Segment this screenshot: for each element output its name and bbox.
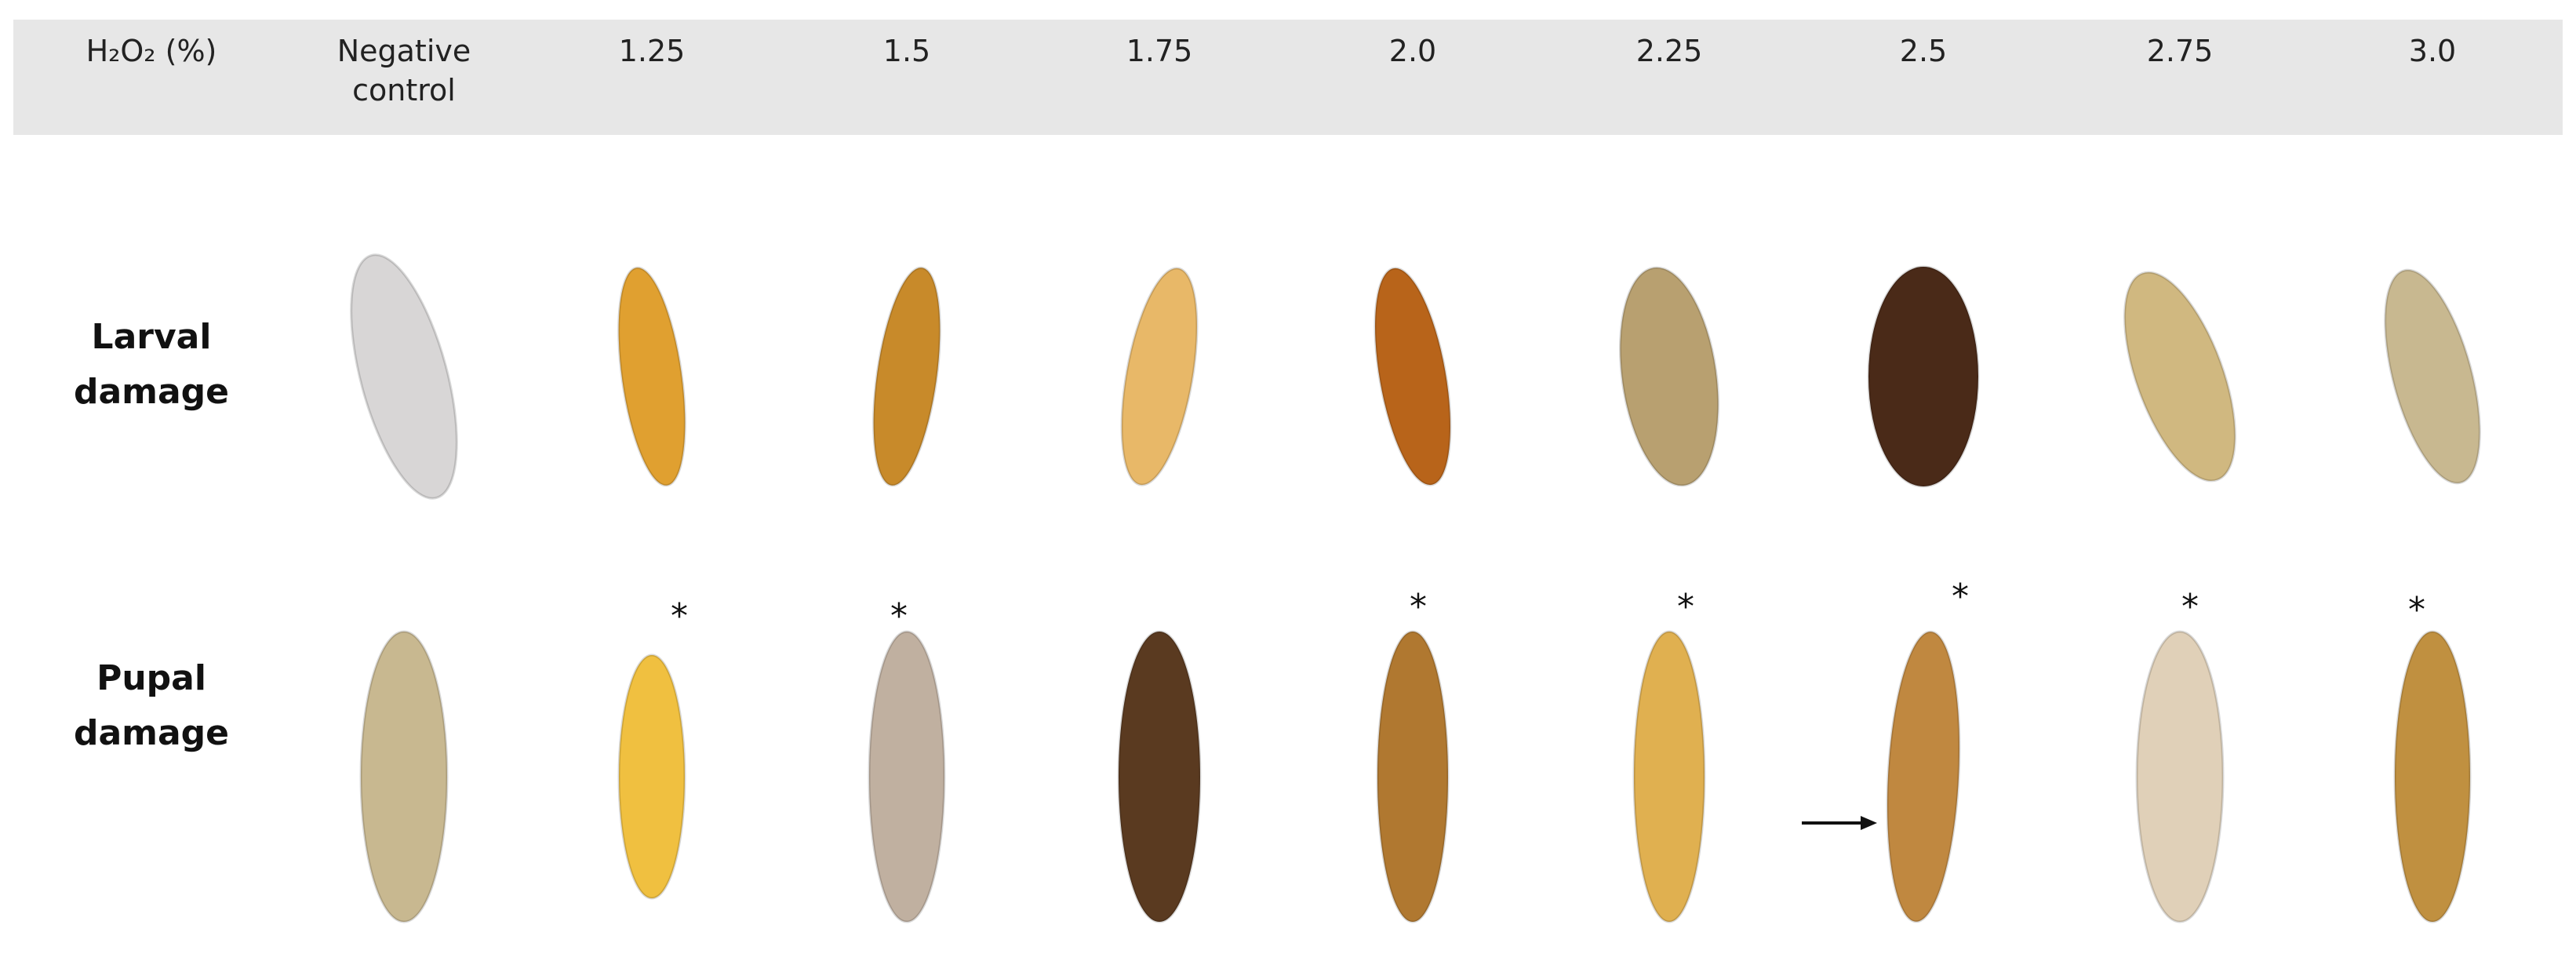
- larva: [350, 253, 458, 500]
- column-label: Negative control: [337, 34, 471, 107]
- asterisk: *: [2408, 590, 2425, 630]
- larva: [1618, 266, 1720, 487]
- pupa: [359, 630, 449, 923]
- pupa: [1376, 630, 1450, 923]
- larva: [2384, 268, 2481, 485]
- asterisk: *: [890, 596, 908, 636]
- header-band: [13, 20, 2563, 135]
- larva: [872, 266, 941, 487]
- pupa: [1886, 630, 1961, 923]
- column-label: 2.75: [2146, 34, 2214, 68]
- column-label: 2.0: [1388, 34, 1437, 68]
- asterisk: *: [1410, 587, 1427, 627]
- pupa: [617, 654, 686, 900]
- larva: [1120, 267, 1199, 486]
- asterisk: *: [2181, 587, 2199, 627]
- header-row-label: H₂O₂ (%): [86, 34, 217, 68]
- asterisk: *: [671, 596, 688, 636]
- column-label: 3.0: [2408, 34, 2457, 68]
- asterisk: *: [1677, 587, 1694, 627]
- row-label: Larval damage: [73, 317, 230, 412]
- larva: [1374, 267, 1452, 486]
- pupa: [2135, 630, 2225, 923]
- column-label: 1.75: [1126, 34, 1193, 68]
- larva: [1867, 265, 1980, 488]
- column-label: 2.25: [1635, 34, 1703, 68]
- column-label: 1.5: [882, 34, 931, 68]
- pupa: [2393, 630, 2472, 923]
- pupa: [1117, 630, 1202, 923]
- row-label: Pupal damage: [73, 658, 230, 753]
- asterisk: *: [1952, 577, 1969, 617]
- column-label: 2.5: [1899, 34, 1948, 68]
- larva: [2123, 271, 2236, 482]
- pupa: [868, 630, 946, 923]
- larva: [617, 266, 686, 487]
- pupa: [1632, 630, 1706, 923]
- column-label: 1.25: [618, 34, 686, 68]
- arrow-head: [1861, 816, 1877, 830]
